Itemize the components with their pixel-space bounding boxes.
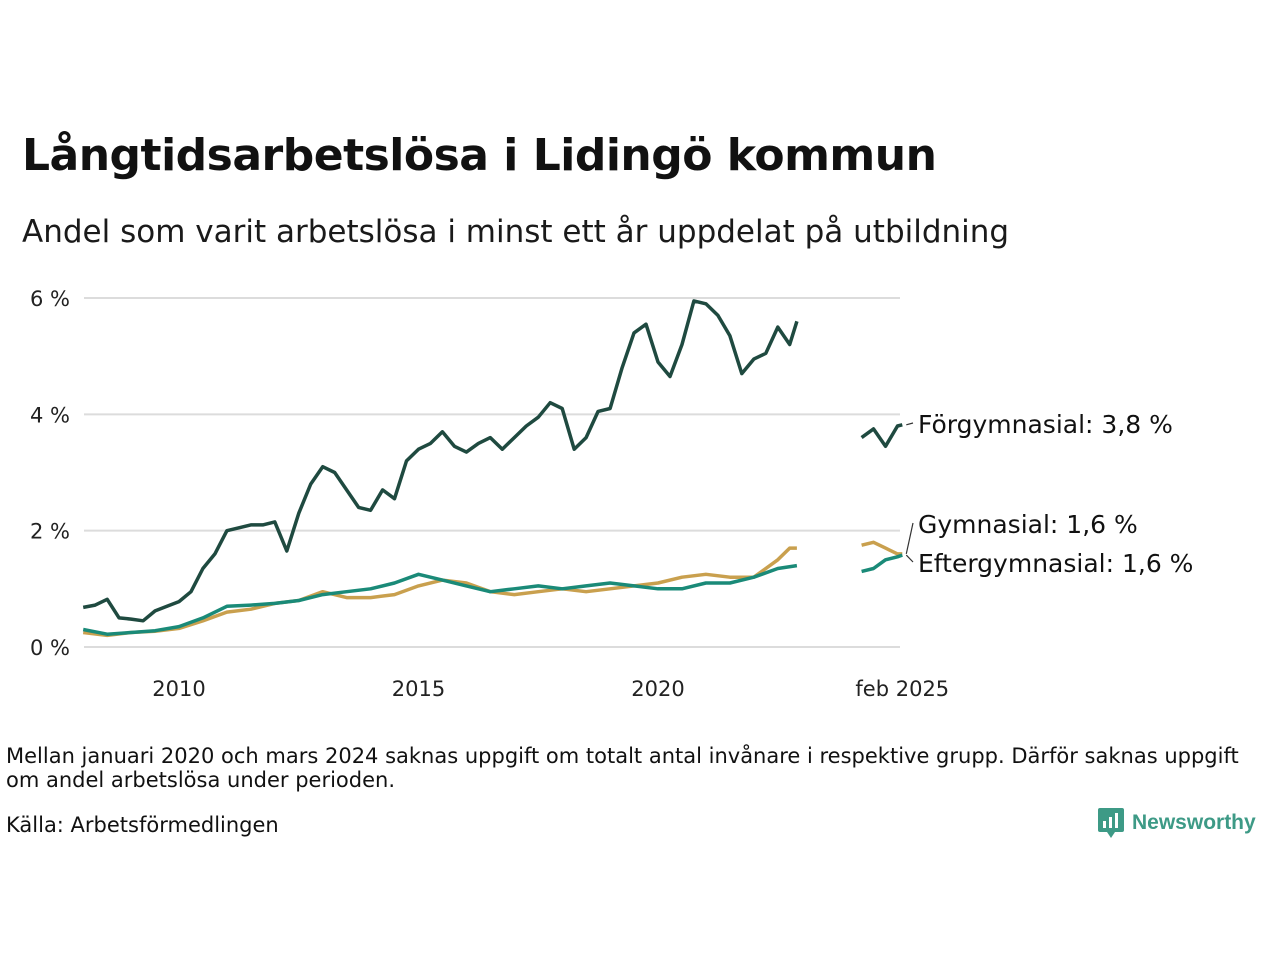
series-line-recent-eftergymnasial [861, 553, 903, 574]
x-tick-label: 2015 [392, 677, 445, 701]
chart-title: Långtidsarbetslösa i Lidingö kommun [22, 130, 937, 181]
chart-subtitle: Andel som varit arbetslösa i minst ett å… [22, 214, 1010, 250]
leader-line [905, 522, 914, 555]
y-tick-label: 6 % [30, 287, 70, 311]
x-tick-label: 2010 [152, 677, 205, 701]
source-text: Källa: Arbetsförmedlingen [6, 813, 279, 837]
y-tick-label: 4 % [30, 403, 70, 427]
series-label: Förgymnasial: 3,8 % [918, 410, 1173, 439]
leader-line [906, 422, 914, 426]
footnote: Mellan januari 2020 och mars 2024 saknas… [6, 744, 1239, 792]
series-line-recent-gymnasial [861, 540, 903, 556]
y-tick-label: 2 % [30, 520, 70, 544]
leader-line [905, 554, 914, 563]
x-tick-label: 2020 [631, 677, 684, 701]
series-line-recent-f-rgymnasial [860, 423, 903, 449]
series-label: Eftergymnasial: 1,6 % [918, 549, 1193, 578]
x-tick-label: feb 2025 [855, 677, 949, 701]
brand-logo: Newsworthy [1098, 808, 1256, 838]
brand-name: Newsworthy [1132, 811, 1256, 834]
series-line-eftergymnasial [82, 563, 798, 636]
y-tick-label: 0 % [30, 636, 70, 660]
series-label: Gymnasial: 1,6 % [918, 510, 1138, 539]
series-line-f-rgymnasial [82, 299, 799, 623]
newsworthy-logo-icon [1098, 808, 1124, 838]
